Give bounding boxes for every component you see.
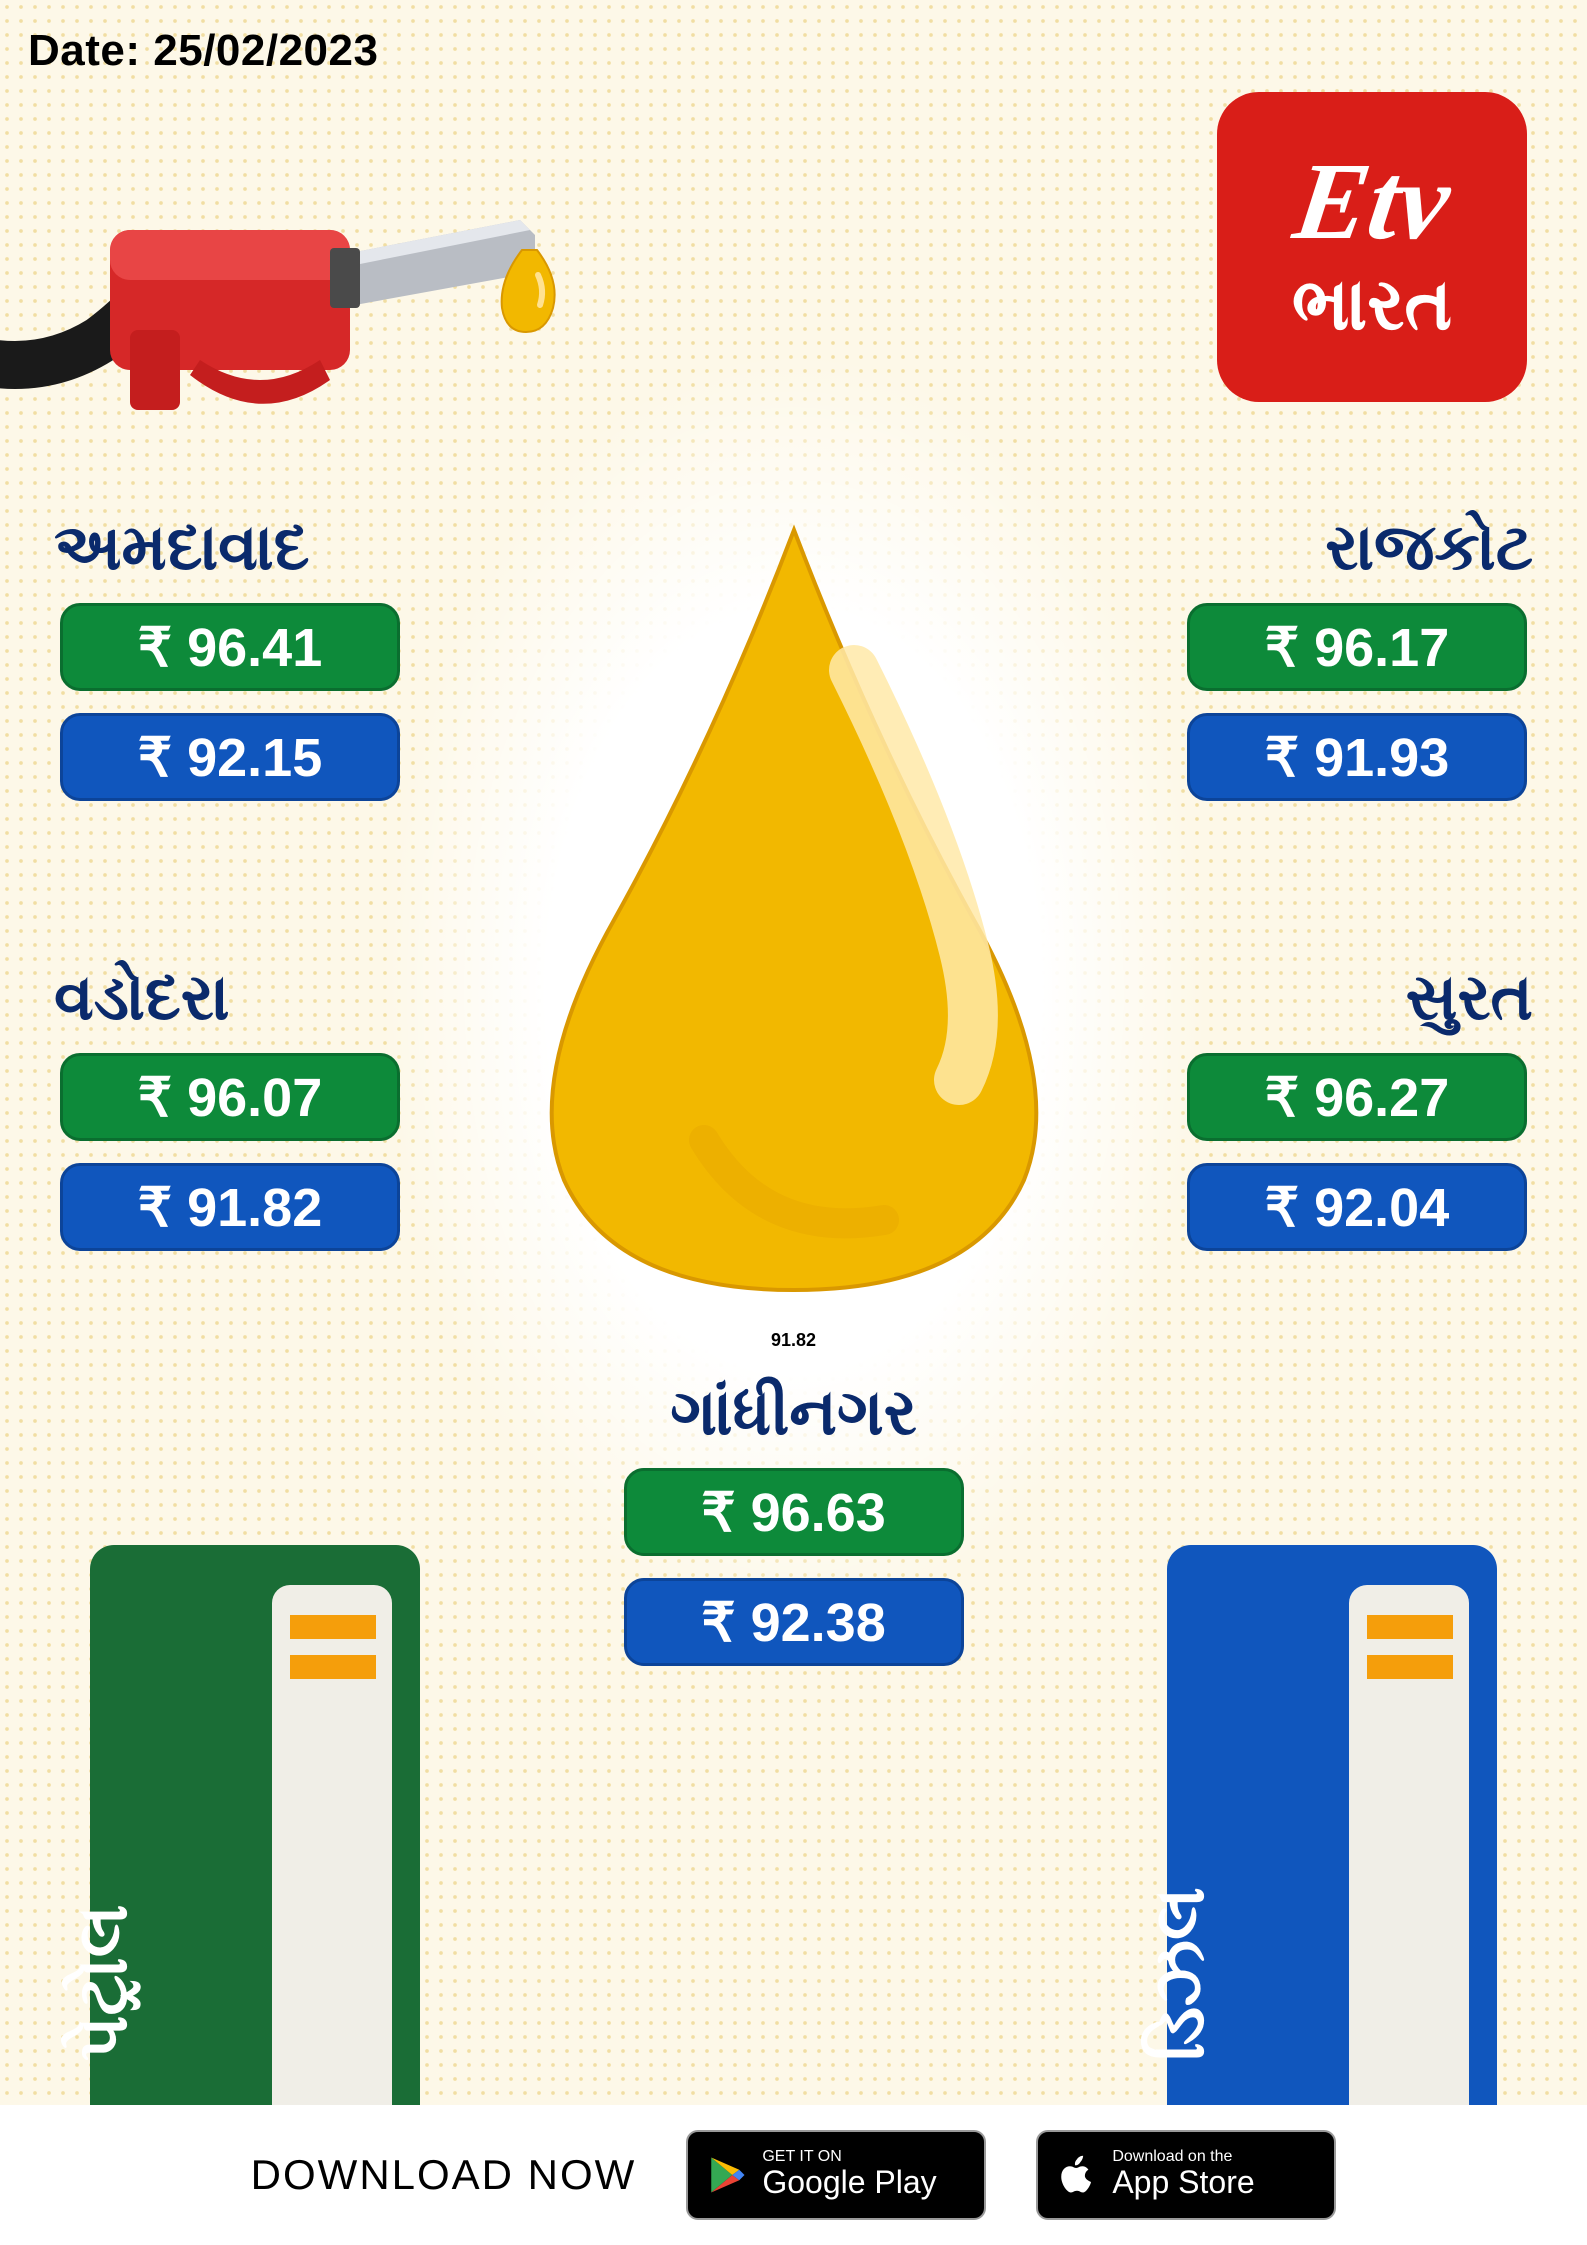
pump-indicator-bar	[290, 1615, 376, 1639]
city-ahmedabad: અમદાવાદ ₹ 96.41 ₹ 92.15	[40, 510, 420, 823]
download-now-text: DOWNLOAD NOW	[251, 2151, 637, 2199]
footer-bar: DOWNLOAD NOW GET IT ON Google Play Downl…	[0, 2105, 1587, 2245]
diesel-price-surat: ₹ 92.04	[1187, 1163, 1527, 1251]
diesel-pump-label: ડિઝલ	[1139, 1887, 1221, 2061]
petrol-price-surat: ₹ 96.27	[1187, 1053, 1527, 1141]
diesel-price-gandhinagar: ₹ 92.38	[624, 1578, 964, 1666]
diesel-pump-illustration: ડિઝલ	[1167, 1545, 1497, 2105]
petrol-price-gandhinagar: ₹ 96.63	[624, 1468, 964, 1556]
logo-etv-text: Etv	[1288, 146, 1456, 256]
city-gandhinagar: ગાંધીનગર ₹ 96.63 ₹ 92.38	[604, 1375, 984, 1688]
diesel-price-vadodara: ₹ 91.82	[60, 1163, 400, 1251]
city-vadodara: વડોદરા ₹ 96.07 ₹ 91.82	[40, 960, 420, 1273]
diesel-price-ahmedabad: ₹ 92.15	[60, 713, 400, 801]
city-name-rajkot: રાજકોટ	[1167, 510, 1547, 585]
petrol-price-rajkot: ₹ 96.17	[1187, 603, 1527, 691]
city-name-ahmedabad: અમદાવાદ	[40, 510, 420, 585]
date-label: Date: 25/02/2023	[28, 26, 378, 76]
petrol-price-ahmedabad: ₹ 96.41	[60, 603, 400, 691]
petrol-pump-illustration: પેટ્રોલ	[90, 1545, 420, 2105]
center-small-value: 91.82	[771, 1330, 816, 1351]
fuel-nozzle-illustration	[0, 80, 680, 440]
city-name-gandhinagar: ગાંધીનગર	[670, 1375, 917, 1450]
pump-indicator-bar	[1367, 1655, 1453, 1679]
city-name-surat: સુરત	[1167, 960, 1547, 1035]
city-rajkot: રાજકોટ ₹ 96.17 ₹ 91.93	[1167, 510, 1547, 823]
oil-drop-illustration	[504, 520, 1084, 1300]
city-name-vadodara: વડોદરા	[40, 960, 420, 1035]
app-store-large-text: App Store	[1112, 2165, 1254, 2200]
google-play-large-text: Google Play	[762, 2165, 936, 2200]
google-play-badge[interactable]: GET IT ON Google Play	[686, 2130, 986, 2220]
petrol-price-vadodara: ₹ 96.07	[60, 1053, 400, 1141]
logo-bharat-text: ભારત	[1292, 264, 1452, 348]
pump-indicator-bar	[290, 1655, 376, 1679]
petrol-pump-label: પેટ્રોલ	[62, 1904, 144, 2061]
app-store-badge[interactable]: Download on the App Store	[1036, 2130, 1336, 2220]
google-play-small-text: GET IT ON	[762, 2149, 936, 2165]
diesel-price-rajkot: ₹ 91.93	[1187, 713, 1527, 801]
apple-icon	[1056, 2154, 1098, 2196]
city-surat: સુરત ₹ 96.27 ₹ 92.04	[1167, 960, 1547, 1273]
pump-indicator-bar	[1367, 1615, 1453, 1639]
app-store-small-text: Download on the	[1112, 2149, 1254, 2165]
google-play-icon	[706, 2154, 748, 2196]
etv-bharat-logo: Etv ભારત	[1217, 92, 1527, 402]
